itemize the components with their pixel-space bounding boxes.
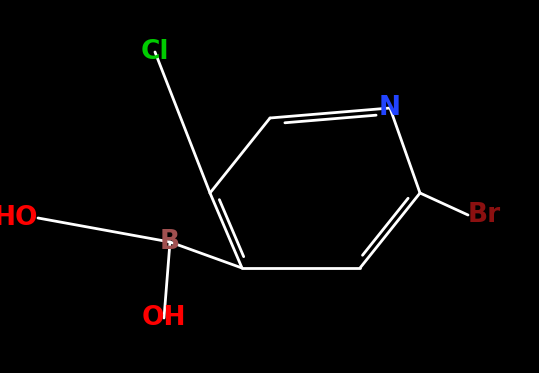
- Text: Cl: Cl: [141, 39, 169, 65]
- Text: B: B: [160, 229, 180, 255]
- Text: HO: HO: [0, 205, 38, 231]
- Text: N: N: [379, 95, 401, 121]
- Text: OH: OH: [142, 305, 186, 331]
- Text: Br: Br: [468, 202, 501, 228]
